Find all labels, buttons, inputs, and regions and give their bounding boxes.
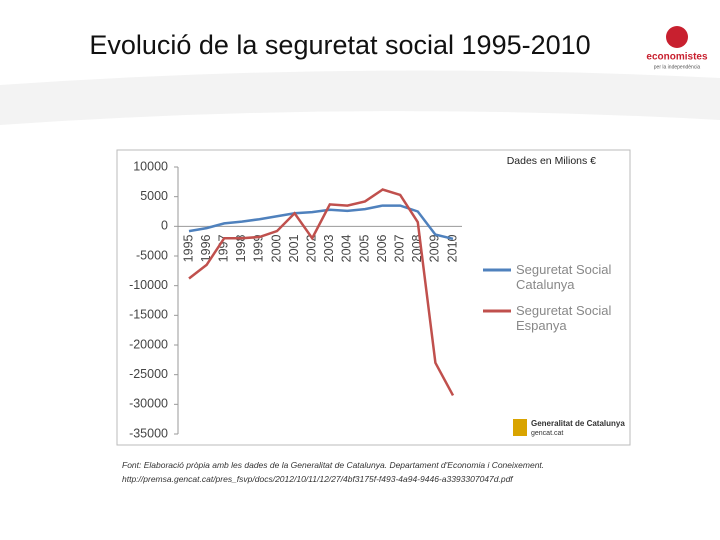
y-tick-label: -30000 [129, 397, 168, 411]
x-tick-label: 2003 [322, 234, 336, 262]
y-tick-label: -10000 [129, 278, 168, 292]
logo-text: Generalitat de Catalunya [531, 419, 625, 428]
source-line: http://premsa.gencat.cat/pres_fsvp/docs/… [122, 474, 513, 484]
legend-label: Seguretat Social Espanya [516, 303, 612, 333]
source: Font: Elaboració pròpia amb les dades de… [122, 458, 544, 486]
logo-text: per la independència [654, 64, 701, 70]
y-tick-label: -20000 [129, 337, 168, 351]
y-tick-label: 0 [161, 219, 168, 233]
x-tick-label: 2000 [269, 234, 283, 262]
x-tick-label: 2009 [428, 234, 442, 262]
y-tick-label: -35000 [129, 426, 168, 440]
source-line: Font: Elaboració pròpia amb les dades de… [122, 460, 545, 470]
x-tick-label: 2007 [392, 234, 406, 262]
x-tick-label: 2002 [304, 234, 318, 262]
decor-swoosh [0, 70, 720, 125]
series-line [188, 188, 455, 397]
y-tick-label: -25000 [129, 367, 168, 381]
logo-mark [666, 26, 688, 48]
legend-label: Seguretat Social Catalunya [516, 262, 612, 292]
x-tick-label: 1997 [216, 234, 230, 262]
chart-frame [116, 149, 631, 446]
x-tick-label: 2001 [287, 234, 301, 262]
logo-text: gencat.cat [531, 430, 563, 437]
slide-title: Evolució de la seguretat social 1995-201… [89, 30, 591, 60]
x-tick-label: 2006 [375, 234, 389, 262]
x-tick-label: 1996 [199, 234, 213, 262]
y-tick-label: -5000 [136, 248, 168, 262]
x-tick-label: 2010 [445, 234, 459, 262]
annotation: Dades en Milions € [507, 155, 596, 167]
y-tick-label: -15000 [129, 308, 168, 322]
x-tick-label: 1999 [252, 234, 266, 262]
logo-text: economistes [646, 52, 708, 63]
x-tick-label: 2005 [357, 234, 371, 262]
y-tick-label: 10000 [133, 159, 168, 173]
x-tick-label: 1998 [234, 234, 248, 262]
logo-mark [513, 419, 527, 436]
y-tick-label: 5000 [140, 189, 168, 203]
x-tick-label: 2004 [340, 234, 354, 262]
x-tick-label: 1995 [181, 234, 195, 262]
